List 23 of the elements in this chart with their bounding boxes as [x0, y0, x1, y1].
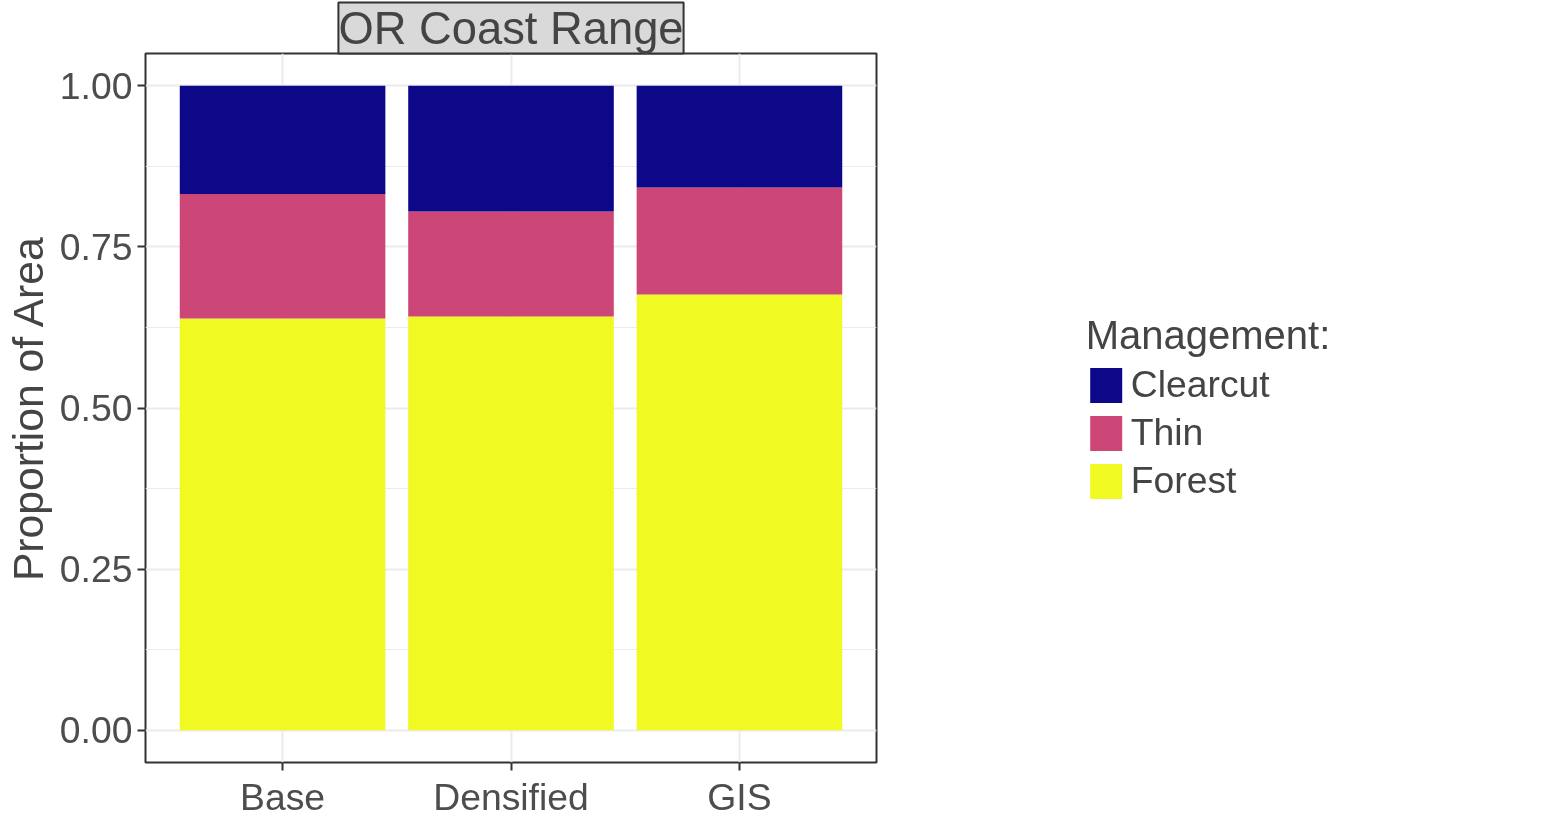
bar: [179, 318, 386, 731]
legend-label: Clearcut: [1130, 363, 1270, 406]
y-tick-label: 0.00: [59, 709, 133, 752]
x-tick-label: Base: [240, 775, 326, 818]
chart-title: OR Coast Range: [338, 2, 684, 54]
bar: [408, 85, 614, 212]
y-tick-label: 0.75: [59, 225, 133, 268]
legend-label: Forest: [1130, 459, 1237, 502]
y-tick-label: 0.50: [59, 387, 133, 429]
bar: [636, 294, 843, 731]
legend-label: Thin: [1130, 411, 1204, 454]
bar: [408, 316, 614, 731]
bar: [179, 85, 386, 195]
y-axis-title: Proportion of Area: [3, 236, 52, 582]
bar: [636, 187, 843, 295]
bar: [179, 194, 386, 319]
y-tick-label: 1.00: [59, 64, 133, 107]
y-tick-label: 0.25: [59, 548, 133, 591]
bar: [408, 211, 614, 317]
x-tick-label: GIS: [707, 775, 772, 818]
bar: [636, 85, 843, 188]
x-tick-label: Densified: [433, 775, 589, 818]
legend-title: Management:: [1085, 312, 1331, 358]
